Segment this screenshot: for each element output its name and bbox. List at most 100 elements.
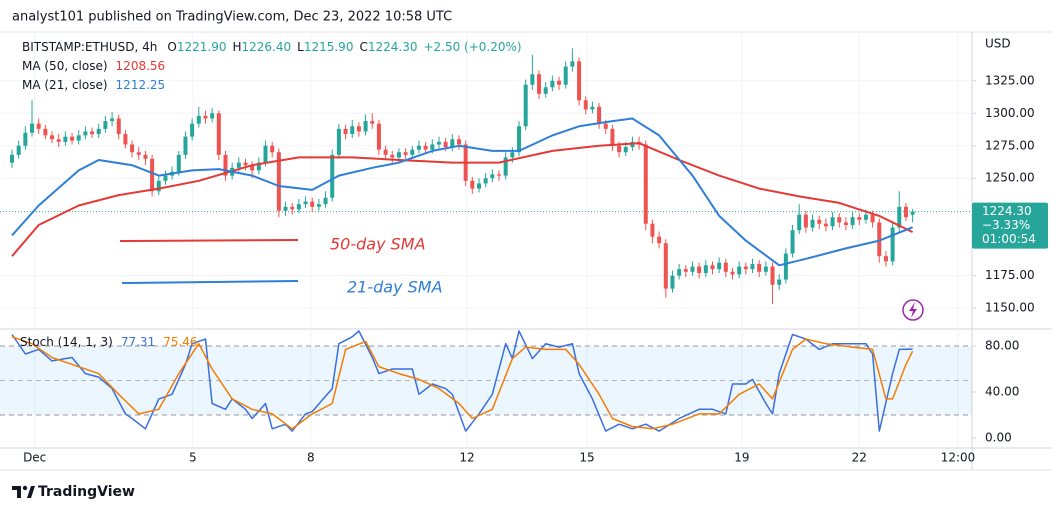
brand-name[interactable]: TradingView [38, 484, 135, 500]
candle-body [263, 145, 268, 163]
candle-body [450, 139, 455, 148]
candle-body [356, 126, 361, 132]
candle-body [150, 158, 155, 192]
candle-body [743, 266, 748, 270]
candle-body [903, 206, 908, 218]
y-tick-label: 1325.00 [985, 73, 1035, 87]
candle-body [136, 152, 141, 155]
brand-logo[interactable] [12, 485, 35, 498]
candle-body [617, 145, 622, 153]
candle-body [870, 214, 875, 223]
candle-body [910, 211, 915, 215]
candle-body [383, 149, 388, 155]
candle-body [350, 126, 355, 135]
candle-body [376, 123, 381, 150]
candle-body [76, 135, 81, 141]
candle-body [783, 253, 788, 280]
candle-body [336, 128, 341, 155]
candle-body [110, 118, 115, 122]
legend-change: +2.50 (+0.20%) [423, 40, 521, 54]
legend-row: MA (50, close) 1208.56 [22, 59, 165, 73]
candle-body [890, 227, 895, 262]
candle-body [456, 139, 461, 145]
candle-body [663, 243, 668, 289]
candle-body [410, 149, 415, 155]
stoch-legend-name: Stoch (14, 1, 3) [20, 335, 113, 349]
y-tick-label: 1300.00 [985, 106, 1035, 120]
annotation: 21-day SMA [347, 278, 443, 297]
candle-body [537, 74, 542, 94]
candle-body [116, 118, 121, 135]
x-tick-label: 22 [852, 451, 867, 465]
candle-body [577, 61, 582, 101]
candle-body [490, 174, 495, 179]
ohlc-key: H [232, 40, 241, 54]
candle-body [550, 80, 555, 88]
series-line [11, 336, 914, 430]
candle-body [523, 84, 528, 127]
candle-body [803, 214, 808, 228]
candle-body [403, 152, 408, 155]
candle-body [143, 154, 148, 159]
candle-body [23, 132, 28, 146]
candle-body [677, 269, 682, 276]
x-tick-label: 12 [459, 451, 474, 465]
candle-body [36, 123, 41, 129]
candle-body [810, 219, 815, 228]
publisher-line: analyst101 published on TradingView.com,… [12, 10, 452, 25]
candle-body [436, 141, 441, 145]
y-tick-label: 0.00 [985, 431, 1012, 445]
candle-body [423, 145, 428, 150]
candle-body [657, 236, 662, 244]
last-price-box [972, 202, 1048, 249]
candle-body [850, 217, 855, 225]
ohlc-value: 1226.40 [242, 40, 292, 54]
candle-body [236, 162, 241, 168]
candle-body [530, 74, 535, 85]
candle-body [196, 115, 201, 124]
stoch-legend-value: 77.31 [121, 335, 155, 349]
candle-body [103, 121, 108, 129]
candle-body [130, 144, 135, 153]
legend-row: BITSTAMP:ETHUSD, 4h O1221.90 H1226.40 L1215… [22, 40, 522, 54]
candle-body [363, 121, 368, 132]
candle-body [857, 217, 862, 220]
candle-body [610, 128, 615, 146]
ohlc-value: 1221.90 [177, 40, 227, 54]
ohlc-value: 1215.90 [304, 40, 354, 54]
alert-icon[interactable] [902, 299, 924, 321]
x-tick-label: 19 [734, 451, 749, 465]
candle-body [603, 123, 608, 129]
candle-body [190, 123, 195, 137]
labels-layer: 1150.001175.001250.001275.001300.001325.… [20, 37, 1048, 465]
candle-body [250, 165, 255, 171]
candle-body [877, 222, 882, 257]
y-unit: USD [985, 37, 1011, 51]
candle-body [670, 275, 675, 289]
candle-body [730, 271, 735, 275]
candle-body [557, 80, 562, 85]
candle-body [50, 135, 55, 140]
candle-body [43, 128, 48, 136]
ma-legend-name: MA (21, close) [22, 78, 108, 92]
candle-body [863, 214, 868, 220]
candle-body [123, 134, 128, 145]
candle-body [563, 66, 568, 85]
ohlc-key: O [167, 40, 176, 54]
candle-body [770, 266, 775, 285]
candle-body [416, 145, 421, 150]
candle-body [323, 197, 328, 205]
x-tick-label: 5 [189, 451, 197, 465]
candle-body [690, 266, 695, 272]
last-price-label: 1224.30 [982, 204, 1032, 218]
y-tick-label: 1275.00 [985, 138, 1035, 152]
series-line [11, 142, 914, 257]
candle-body [897, 206, 902, 228]
y-tick-label: 1150.00 [985, 301, 1035, 315]
legend-row: MA (21, close) 1212.25 [22, 78, 165, 92]
candle-body [683, 269, 688, 272]
candle-body [210, 113, 215, 119]
candle-body [823, 223, 828, 227]
candle-body [643, 144, 648, 224]
candle-body [83, 131, 88, 136]
